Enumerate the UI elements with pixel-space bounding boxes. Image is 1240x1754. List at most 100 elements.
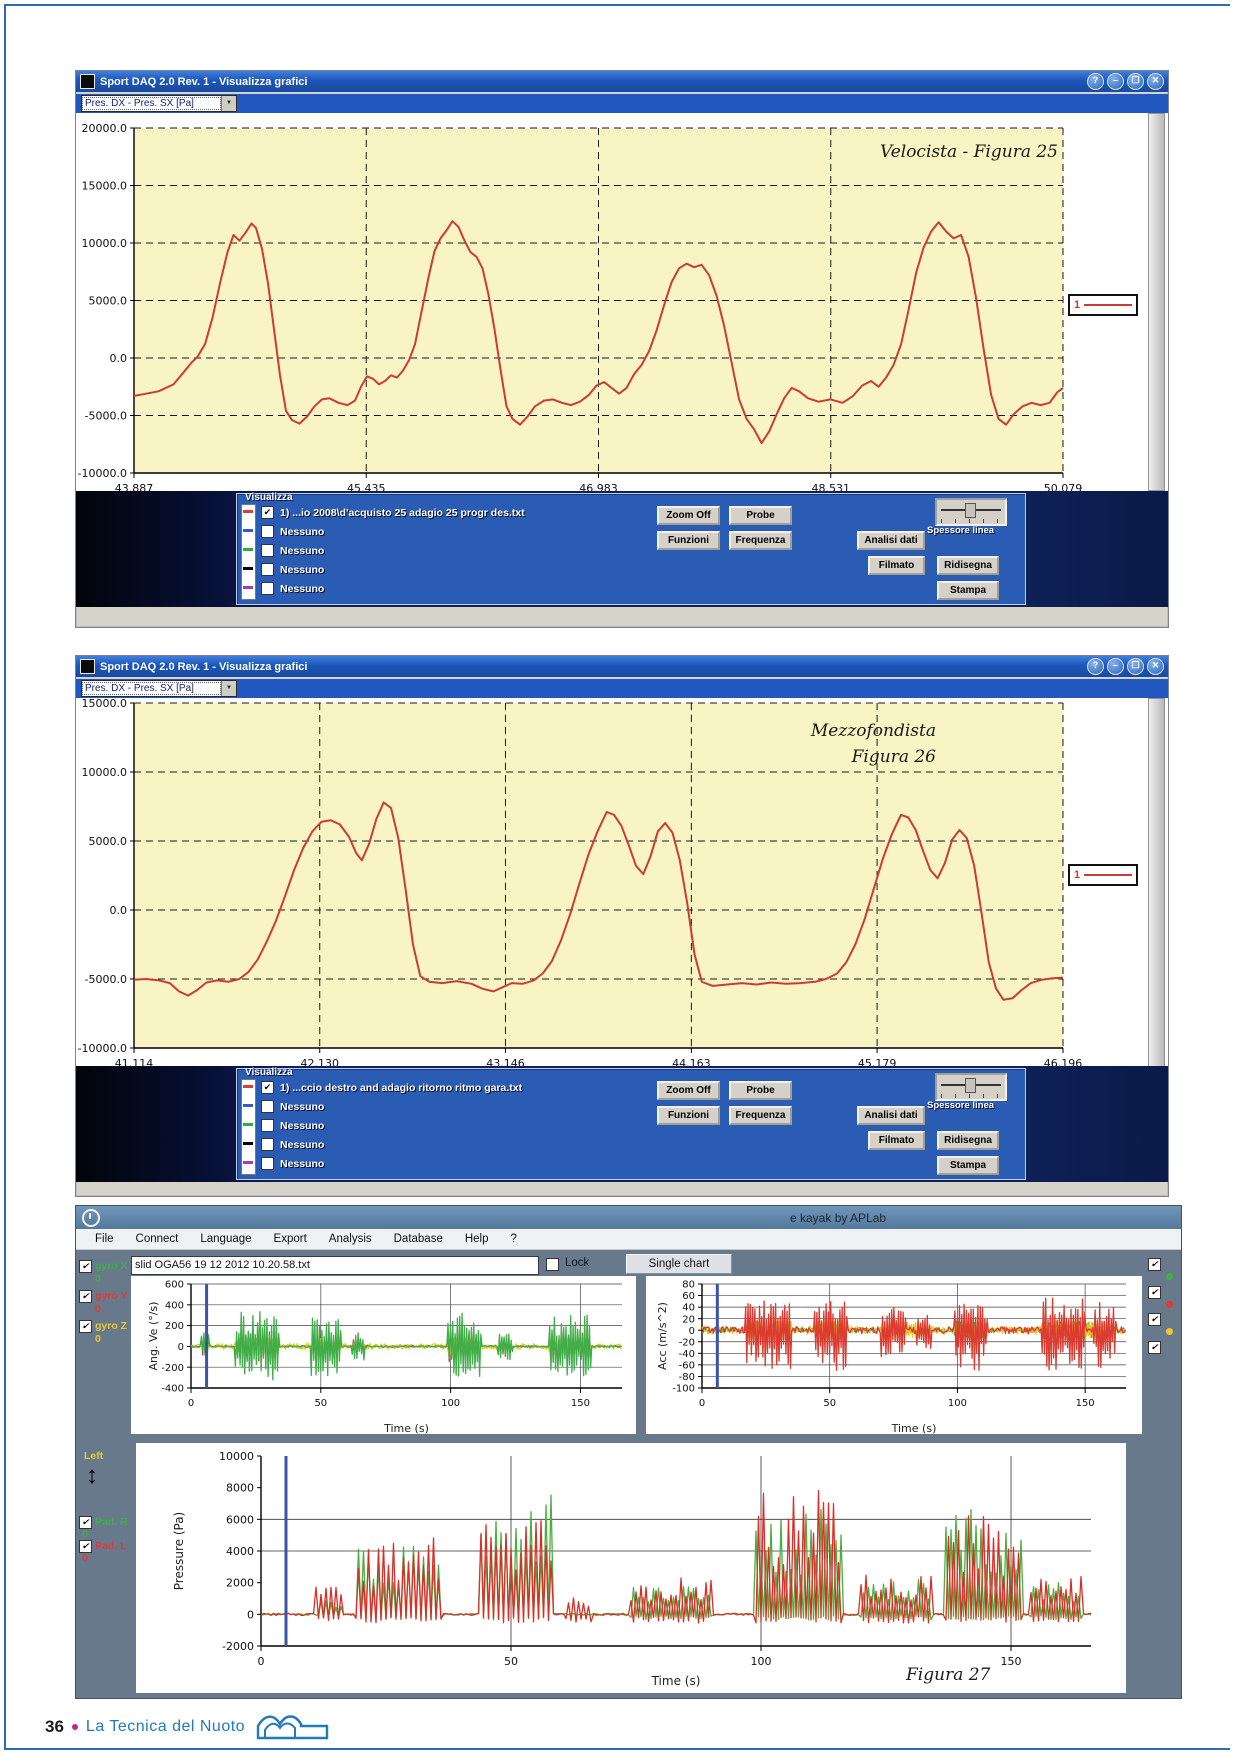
signal-select-value: Pres. DX - Pres. SX [Pa] [82,97,221,110]
signal-checkbox[interactable]: ✔ [261,582,274,595]
svg-text:43.887: 43.887 [115,482,154,493]
signal-checkbox[interactable]: ✔ [261,563,274,576]
filmato-button[interactable]: Filmato [868,1131,925,1150]
right-panel-checkbox-1[interactable]: ✔ [1148,1258,1161,1271]
gyro-chart[interactable]: 600 400 200 0 -200 -400 0 50 100 150 Ang. Ve (°/s)… [131,1276,636,1434]
minimize-button[interactable]: – [1107,73,1124,90]
right-panel-checkbox-3[interactable]: ✔ [1148,1313,1161,1326]
signal-label: Nessuno [280,1100,325,1113]
file-name-input[interactable]: slid OGA56 19 12 2012 10.20.58.txt [131,1256,539,1275]
signal-checkbox[interactable]: ✔ [261,1119,274,1132]
pad-right-checkbox[interactable]: ✔ [79,1516,92,1529]
help-button[interactable]: ? [1087,73,1104,90]
zoom-off-button[interactable]: Zoom Off [657,1081,720,1100]
menu-file[interactable]: File [95,1233,114,1245]
figure-caption: Velocista - Figura 25 [879,142,1058,162]
svg-text:0.0: 0.0 [110,352,128,365]
close-button[interactable]: ✕ [1147,73,1164,90]
line-thickness-slider[interactable] [935,498,1007,526]
stampa-button[interactable]: Stampa [937,1156,999,1175]
figure-caption-line1: Mezzofondista [810,721,936,741]
sport-daq-window-1: Sport DAQ 2.0 Rev. 1 - Visualizza grafic… [75,70,1169,628]
signal-checkbox[interactable]: ✔ [261,525,274,538]
close-button[interactable]: ✕ [1147,658,1164,675]
line-thickness-label: Spessore linea [927,525,995,536]
scrollbar[interactable] [1148,698,1165,1068]
chevron-down-icon[interactable]: ▼ [221,96,236,111]
pressure-chart-velocista[interactable]: 20000.0 15000.0 10000.0 5000.0 0.0 -5000.0 -10… [76,113,1168,493]
analisi-dati-button[interactable]: Analisi dati [857,1106,925,1125]
line-thickness-slider[interactable] [935,1073,1007,1101]
svg-text:0: 0 [247,1608,254,1621]
menu-database[interactable]: Database [393,1233,443,1245]
left-right-swap-icon[interactable]: ↕ [86,1462,98,1489]
svg-text:Time (s): Time (s) [383,1422,429,1434]
signal-select[interactable]: Pres. DX - Pres. SX [Pa] ▼ [81,680,237,697]
swatch [243,1142,253,1145]
zoom-off-button[interactable]: Zoom Off [657,506,720,525]
slider-thumb[interactable] [965,1078,976,1093]
svg-text:6000: 6000 [226,1513,254,1526]
svg-text:2000: 2000 [226,1577,254,1590]
pad-left-checkbox[interactable]: ✔ [79,1540,92,1553]
frequenza-button[interactable]: Frequenza [729,531,792,550]
signal-checkbox[interactable]: ✔ [261,1138,274,1151]
ridisegna-button[interactable]: Ridisegna [937,1131,999,1150]
frequenza-button[interactable]: Frequenza [729,1106,792,1125]
signal-label: Nessuno [280,525,325,538]
gyro-z-checkbox[interactable]: ✔ [79,1320,92,1333]
window-titlebar[interactable]: Sport DAQ 2.0 Rev. 1 - Visualizza grafic… [76,71,1168,92]
menu-question[interactable]: ? [510,1233,517,1245]
funzioni-button[interactable]: Funzioni [657,1106,720,1125]
pressure-chart-mezzofondista[interactable]: 15000.0 10000.0 5000.0 0.0 -5000.0 -10000.0 41… [76,698,1168,1070]
probe-button[interactable]: Probe [729,1081,792,1100]
slider-thumb[interactable] [965,503,976,518]
gyro-y-checkbox[interactable]: ✔ [79,1290,92,1303]
signal-checkbox[interactable]: ✔ [261,506,274,519]
single-chart-button[interactable]: Single chart [626,1254,732,1274]
figure-caption-line2: Figura 26 [851,747,936,768]
probe-button[interactable]: Probe [729,506,792,525]
right-panel-checkbox-2[interactable]: ✔ [1148,1286,1161,1299]
gyro-x-checkbox[interactable]: ✔ [79,1260,92,1273]
lock-checkbox[interactable] [546,1258,559,1271]
window-titlebar[interactable]: e kayak by APLab [76,1206,1181,1229]
group-title: Visualizza [245,1067,293,1078]
stampa-button[interactable]: Stampa [937,581,999,600]
scrollbar[interactable] [1148,113,1165,491]
signal-label: Nessuno [280,1119,325,1132]
signal-checkbox[interactable]: ✔ [261,544,274,557]
chevron-down-icon[interactable]: ▼ [221,681,236,696]
pressure-chart[interactable]: 10000 8000 6000 4000 2000 0 -2000 0 50 100 150 Pres… [136,1443,1126,1693]
slider-ticks [941,519,1001,523]
svg-text:40: 40 [682,1303,695,1314]
yellow-dot-icon [1166,1328,1173,1335]
analisi-dati-button[interactable]: Analisi dati [857,531,925,550]
signal-checkbox[interactable]: ✔ [261,1157,274,1170]
signal-select[interactable]: Pres. DX - Pres. SX [Pa] ▼ [81,95,237,112]
svg-text:600: 600 [165,1280,184,1291]
menu-help[interactable]: Help [464,1233,489,1245]
ridisegna-button[interactable]: Ridisegna [937,556,999,575]
svg-text:5000.0: 5000.0 [89,294,128,307]
menu-connect[interactable]: Connect [135,1233,179,1245]
maximize-button[interactable]: ❐ [1127,73,1144,90]
svg-text:10000.0: 10000.0 [82,766,128,779]
window-titlebar[interactable]: Sport DAQ 2.0 Rev. 1 - Visualizza grafic… [76,656,1168,677]
signal-row: ✔ 1) ...ccio destro and adagio ritorno r… [261,1080,522,1095]
signal-checkbox[interactable]: ✔ [261,1100,274,1113]
window-title: e kayak by APLab [790,1210,887,1225]
pressure-chart-panel: 10000 8000 6000 4000 2000 0 -2000 0 50 100 150 Pres… [136,1443,1126,1693]
help-button[interactable]: ? [1087,658,1104,675]
signal-checkbox[interactable]: ✔ [261,1081,274,1094]
swatch [243,548,253,551]
funzioni-button[interactable]: Funzioni [657,531,720,550]
maximize-button[interactable]: ❐ [1127,658,1144,675]
minimize-button[interactable]: – [1107,658,1124,675]
right-panel-checkbox-4[interactable]: ✔ [1148,1341,1161,1354]
filmato-button[interactable]: Filmato [868,556,925,575]
menu-analysis[interactable]: Analysis [328,1233,372,1245]
acc-chart[interactable]: 80 60 40 20 0 -20 -40 -60 -80 -100 0 50 100 150 Acc (m… [646,1276,1142,1434]
menu-language[interactable]: Language [200,1233,252,1245]
menu-export[interactable]: Export [273,1233,307,1245]
